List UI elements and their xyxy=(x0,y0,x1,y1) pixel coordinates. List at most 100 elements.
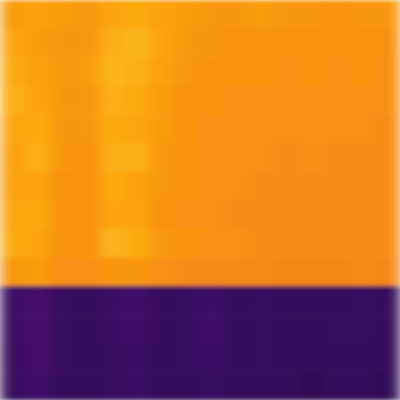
cell xyxy=(175,29,201,58)
cell xyxy=(250,371,276,400)
cell xyxy=(50,143,76,172)
cell xyxy=(225,371,251,400)
cell xyxy=(275,343,301,372)
cell xyxy=(50,114,76,143)
cell xyxy=(0,86,26,115)
cell xyxy=(175,143,201,172)
cell xyxy=(325,286,351,315)
cell xyxy=(200,171,226,200)
cell xyxy=(0,229,26,258)
cell xyxy=(325,57,351,86)
cell xyxy=(300,171,326,200)
cell xyxy=(375,314,400,343)
cell xyxy=(250,29,276,58)
cell xyxy=(150,86,176,115)
cell xyxy=(150,200,176,229)
cell xyxy=(50,257,76,286)
cell xyxy=(125,257,151,286)
cell xyxy=(275,286,301,315)
cell xyxy=(375,143,400,172)
heatmap xyxy=(0,0,400,400)
cell xyxy=(275,0,301,29)
cell xyxy=(300,371,326,400)
cell xyxy=(175,114,201,143)
cell xyxy=(200,286,226,315)
cell xyxy=(275,29,301,58)
cell xyxy=(175,257,201,286)
cell xyxy=(75,229,101,258)
cell xyxy=(375,257,400,286)
cell xyxy=(350,0,376,29)
cell xyxy=(175,371,201,400)
cell xyxy=(325,200,351,229)
cell xyxy=(300,0,326,29)
cell xyxy=(125,57,151,86)
cell xyxy=(150,171,176,200)
cell xyxy=(125,143,151,172)
cell xyxy=(200,257,226,286)
cell xyxy=(225,86,251,115)
cell xyxy=(325,257,351,286)
cell xyxy=(325,314,351,343)
cell xyxy=(150,29,176,58)
cell xyxy=(0,143,26,172)
cell xyxy=(150,0,176,29)
cell xyxy=(325,171,351,200)
cell xyxy=(275,86,301,115)
cell xyxy=(325,371,351,400)
cell xyxy=(300,57,326,86)
cell xyxy=(150,143,176,172)
cell xyxy=(100,257,126,286)
cell xyxy=(250,114,276,143)
cell xyxy=(325,114,351,143)
cell xyxy=(275,57,301,86)
cell xyxy=(375,114,400,143)
cell xyxy=(250,257,276,286)
cell xyxy=(0,200,26,229)
cell xyxy=(150,229,176,258)
cell xyxy=(125,371,151,400)
cell xyxy=(75,314,101,343)
cell xyxy=(250,200,276,229)
cell xyxy=(375,29,400,58)
cells xyxy=(0,0,400,400)
cell xyxy=(275,371,301,400)
cell xyxy=(0,257,26,286)
cell xyxy=(250,286,276,315)
chart-container xyxy=(0,0,400,400)
cell xyxy=(225,143,251,172)
cell xyxy=(300,86,326,115)
cell xyxy=(275,229,301,258)
cell xyxy=(75,143,101,172)
cell xyxy=(100,0,126,29)
cell xyxy=(75,286,101,315)
cell xyxy=(250,0,276,29)
cell xyxy=(225,0,251,29)
cell xyxy=(250,86,276,115)
cell xyxy=(100,29,126,58)
cell xyxy=(350,200,376,229)
cell xyxy=(200,371,226,400)
cell xyxy=(250,143,276,172)
cell xyxy=(275,200,301,229)
cell xyxy=(50,29,76,58)
cell xyxy=(250,314,276,343)
cell xyxy=(350,286,376,315)
cell xyxy=(25,200,51,229)
cell xyxy=(200,314,226,343)
cell xyxy=(75,114,101,143)
cell xyxy=(200,229,226,258)
cell xyxy=(225,114,251,143)
cell xyxy=(300,229,326,258)
cell xyxy=(25,114,51,143)
cell xyxy=(25,371,51,400)
cell xyxy=(225,257,251,286)
cell xyxy=(200,200,226,229)
cell xyxy=(350,29,376,58)
cell xyxy=(25,0,51,29)
cell xyxy=(75,200,101,229)
cell xyxy=(150,114,176,143)
cell xyxy=(75,257,101,286)
cell xyxy=(50,86,76,115)
cell xyxy=(0,371,26,400)
